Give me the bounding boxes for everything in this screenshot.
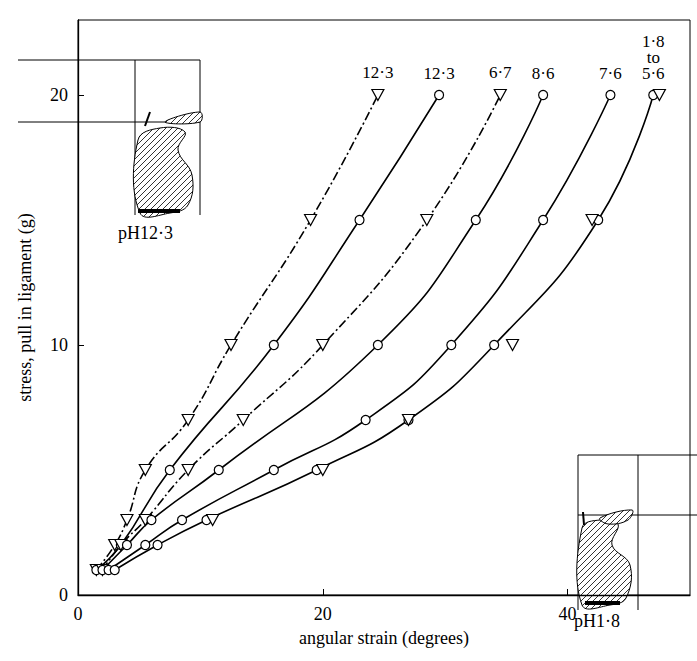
svg-text:8·6: 8·6 (532, 64, 555, 83)
svg-text:to: to (646, 48, 660, 68)
svg-text:6·7: 6·7 (489, 63, 512, 82)
svg-text:0: 0 (74, 604, 83, 624)
svg-text:angular strain (degrees): angular strain (degrees) (299, 628, 469, 649)
svg-text:20: 20 (50, 85, 68, 105)
svg-text:12·3: 12·3 (423, 64, 454, 83)
svg-text:7·6: 7·6 (599, 64, 622, 83)
svg-text:10: 10 (50, 335, 68, 355)
svg-text:pH12·3: pH12·3 (118, 223, 173, 243)
svg-text:pH1·8: pH1·8 (574, 611, 620, 631)
svg-text:stress, pull in ligament (g): stress, pull in ligament (g) (15, 213, 36, 401)
svg-text:5·6: 5·6 (642, 64, 665, 83)
svg-text:0: 0 (59, 585, 68, 605)
svg-text:20: 20 (314, 604, 332, 624)
svg-text:40: 40 (559, 604, 577, 624)
svg-text:1·8: 1·8 (641, 32, 665, 52)
svg-text:12·3: 12·3 (362, 63, 393, 82)
